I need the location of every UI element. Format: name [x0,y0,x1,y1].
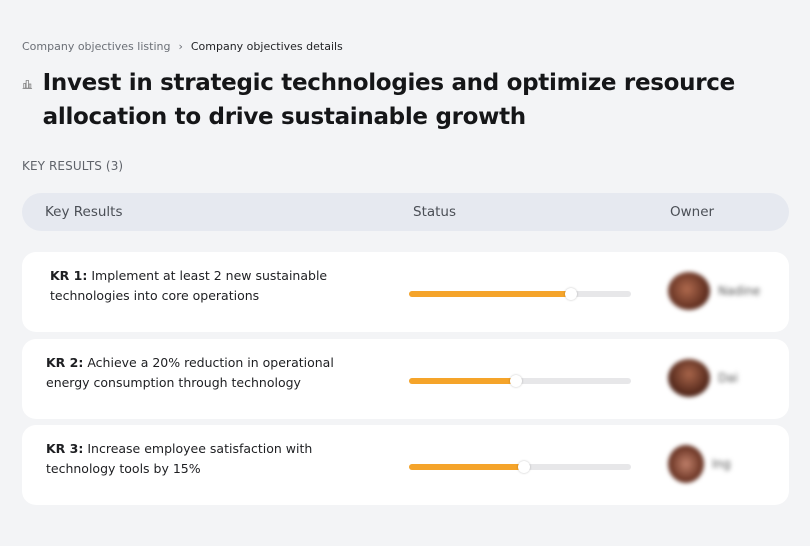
owner-name: Nadine [718,284,761,298]
key-result-id: KR 1: [50,268,88,283]
owner[interactable]: Dai [668,359,738,397]
avatar [668,445,704,483]
progress-fill [409,378,516,384]
progress-thumb[interactable] [509,375,522,387]
key-result-description: Implement at least 2 new sustainable tec… [50,268,328,303]
progress-slider[interactable] [409,375,631,387]
avatar [668,359,710,397]
progress-fill [409,464,525,470]
progress-slider[interactable] [409,288,631,300]
avatar [668,272,710,310]
breadcrumb-current: Company objectives details [190,40,343,53]
progress-thumb[interactable] [565,288,578,300]
progress-thumb[interactable] [518,461,531,473]
owner[interactable]: Ing [668,445,731,483]
owner-name: Ing [712,457,731,471]
key-result-text: KR 2: Achieve a 20% reduction in operati… [46,353,346,393]
progress-slider[interactable] [409,461,631,473]
table-header: Key Results Status Owner [22,193,789,231]
owner[interactable]: Nadine [668,272,760,310]
table-row[interactable]: KR 2: Achieve a 20% reduction in operati… [22,339,789,419]
column-header-owner: Owner [670,204,715,220]
breadcrumb: Company objectives listing › Company obj… [22,40,343,53]
key-result-id: KR 2: [46,355,84,370]
column-header-status: Status [413,204,457,220]
page-title: Invest in strategic technologies and opt… [42,70,736,130]
table-row[interactable]: KR 1: Implement at least 2 new sustainab… [22,252,789,332]
key-result-text: KR 1: Implement at least 2 new sustainab… [50,266,350,306]
objective-header: Invest in strategic technologies and opt… [22,66,742,134]
key-results-count-label: KEY RESULTS (3) [22,159,124,173]
key-result-description: Achieve a 20% reduction in operational e… [46,355,334,390]
key-result-text: KR 3: Increase employee satisfaction wit… [46,439,346,479]
column-header-key-results: Key Results [45,204,123,220]
progress-fill [409,291,572,297]
owner-name: Dai [718,371,738,385]
chevron-right-icon: › [178,40,183,53]
key-result-id: KR 3: [46,441,84,456]
key-result-description: Increase employee satisfaction with tech… [46,441,313,476]
buildings-icon [22,80,33,89]
breadcrumb-parent-link[interactable]: Company objectives listing [22,40,171,53]
table-row[interactable]: KR 3: Increase employee satisfaction wit… [22,425,789,505]
